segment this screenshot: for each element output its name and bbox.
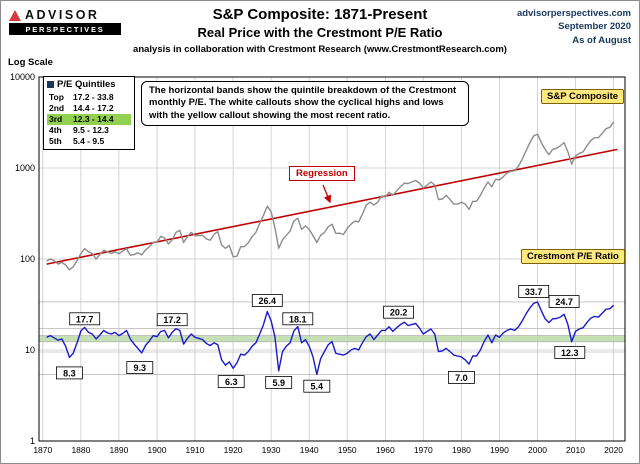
legend-row-5th: 5th 5.4 - 9.5: [47, 136, 131, 147]
publication-date: September 2020: [558, 21, 631, 33]
as-of-date: As of August: [572, 34, 631, 46]
legend-row-4th: 4th 9.5 - 12.3: [47, 125, 131, 136]
quintile-name: 4th: [49, 125, 62, 135]
quintile-name: 5th: [49, 136, 62, 146]
y-axis-tick-label: 100: [20, 254, 35, 264]
callout-box: [548, 295, 580, 309]
quintile-range: 12.3 - 14.4: [73, 114, 114, 124]
x-axis-tick-label: 1890: [109, 445, 128, 455]
callout-box: [265, 375, 293, 389]
quintile-name: Top: [49, 92, 64, 102]
logo-text-advisor: ADVISOR: [25, 8, 100, 22]
callout-box: [303, 379, 331, 393]
quintile-name: 2nd: [49, 103, 65, 113]
callout-value: 17.2: [163, 315, 181, 325]
callout-value: 18.1: [289, 314, 307, 324]
regression-line: [46, 148, 618, 265]
quintile-range: 5.4 - 9.5: [73, 136, 105, 146]
x-axis-tick-label: 1910: [186, 445, 205, 455]
quintile-highlight-band: [39, 335, 625, 342]
legend-title-row: P/E Quintiles: [47, 79, 131, 90]
chart-title: S&P Composite: 1871-Present: [212, 6, 428, 23]
x-axis-tick-label: 1970: [414, 445, 433, 455]
logo-triangle-icon: [9, 9, 21, 21]
callout-box: [56, 366, 83, 380]
legend-row-3rd-highlighted: 3rd 12.3 - 14.4: [47, 114, 131, 125]
callout-box: [447, 370, 475, 384]
x-axis-tick-label: 1880: [71, 445, 90, 455]
callout-box: [251, 294, 283, 307]
callout-box: [156, 313, 188, 327]
explanation-note: The horizontal bands show the quintile b…: [141, 81, 469, 127]
crestmont-pe-line: [46, 301, 615, 376]
x-axis-tick-label: 1920: [224, 445, 243, 455]
callout-box: [554, 345, 586, 359]
collaboration-subtitle: analysis in collaboration with Crestmont…: [133, 44, 507, 55]
sp-composite-series-label: S&P Composite: [541, 89, 625, 104]
callout-box: [217, 375, 245, 389]
x-axis-tick-label: 1990: [490, 445, 509, 455]
source-website: advisorperspectives.com: [516, 8, 631, 19]
legend-row-2nd: 2nd 14.4 - 17.2: [47, 103, 131, 114]
callout-box: [69, 312, 101, 326]
chart-title-block: S&P Composite: 1871-Present Real Price w…: [121, 6, 519, 55]
callout-value: 5.4: [311, 382, 324, 392]
callout-value: 5.9: [272, 378, 285, 388]
quintile-name: 3rd: [49, 114, 63, 124]
y-axis-tick-label: 10000: [10, 72, 35, 82]
callout-value: 26.4: [259, 296, 277, 306]
legend-row-top: Top 17.2 - 33.8: [47, 92, 131, 103]
chart-title-line2: Real Price with the Crestmont P/E Ratio: [197, 25, 443, 40]
y-axis-tick-label: 1: [30, 436, 35, 446]
x-axis-tick-label: 1900: [148, 445, 167, 455]
callout-value: 17.7: [76, 314, 94, 324]
pe-quintiles-legend: P/E Quintiles Top 17.2 - 33.8 2nd 14.4 -…: [43, 76, 135, 150]
sp-composite-line: [46, 121, 615, 271]
callout-value: 6.3: [225, 377, 238, 387]
quintile-range: 17.2 - 33.8: [73, 92, 114, 102]
callout-value: 12.3: [561, 348, 579, 358]
x-axis-tick-label: 1940: [300, 445, 319, 455]
y-axis-tick-label: 1000: [15, 163, 35, 173]
callout-value: 9.3: [134, 363, 147, 373]
callout-box: [518, 284, 550, 298]
callout-value: 7.0: [455, 373, 468, 383]
callout-box: [383, 305, 415, 319]
crestmont-pe-series-label: Crestmont P/E Ratio: [521, 249, 625, 264]
callout-value: 33.7: [525, 287, 543, 297]
plot-border: [38, 76, 626, 442]
x-axis-tick-label: 2010: [566, 445, 585, 455]
callout-box: [282, 312, 314, 326]
x-axis-tick-label: 2020: [604, 445, 623, 455]
regression-arrow: [322, 184, 332, 204]
logo-top-row: ADVISOR: [9, 8, 121, 22]
x-axis-tick-label: 1870: [33, 445, 52, 455]
legend-marker-icon: [47, 81, 54, 88]
source-info-block: advisorperspectives.com September 2020 A…: [517, 7, 631, 47]
logo-text-perspectives: PERSPECTIVES: [9, 23, 121, 35]
x-axis-tick-label: 1950: [338, 445, 357, 455]
y-axis-tick-label: 10: [25, 345, 35, 355]
legend-title: P/E Quintiles: [57, 79, 116, 90]
log-scale-label: Log Scale: [8, 57, 53, 68]
callout-box: [126, 361, 154, 375]
quintile-range: 14.4 - 17.2: [73, 103, 114, 113]
callout-value: 20.2: [390, 308, 408, 318]
regression-label: Regression: [289, 166, 355, 181]
callout-value: 24.7: [555, 297, 573, 307]
x-axis-tick-label: 1960: [376, 445, 395, 455]
callout-value: 8.3: [63, 368, 76, 378]
advisor-perspectives-logo: ADVISOR PERSPECTIVES: [9, 8, 121, 35]
quintile-range: 9.5 - 12.3: [73, 125, 109, 135]
x-axis-tick-label: 2000: [528, 445, 547, 455]
x-axis-tick-label: 1980: [452, 445, 471, 455]
x-axis-tick-label: 1930: [262, 445, 281, 455]
